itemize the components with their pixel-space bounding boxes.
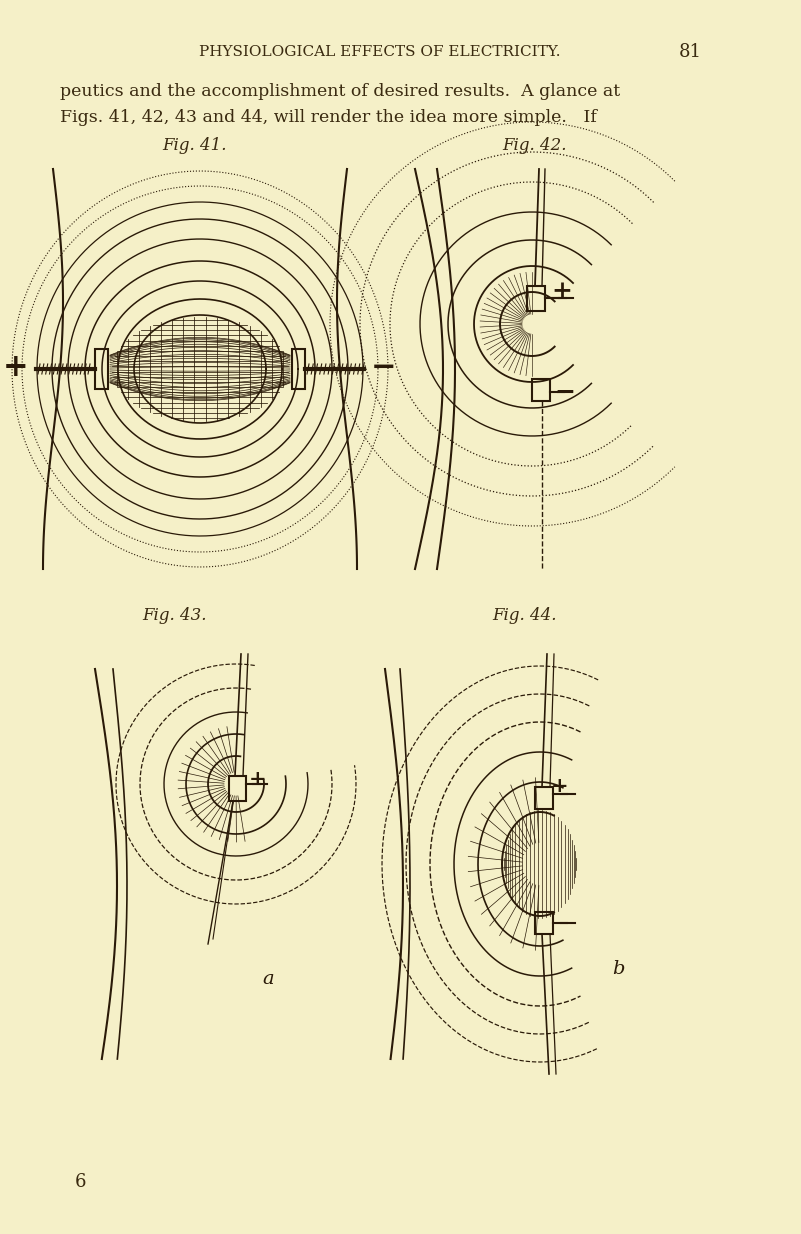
Bar [292, 349, 305, 389]
Bar [535, 912, 553, 934]
Bar [535, 787, 553, 810]
Text: peutics and the accomplishment of desired results.  A glance at: peutics and the accomplishment of desire… [60, 84, 620, 100]
Text: PHYSIOLOGICAL EFFECTS OF ELECTRICITY.: PHYSIOLOGICAL EFFECTS OF ELECTRICITY. [199, 44, 561, 59]
Bar [229, 776, 246, 801]
Text: +: + [551, 776, 569, 796]
Text: +: + [3, 352, 29, 383]
Text: 81: 81 [678, 43, 702, 60]
Text: +: + [552, 279, 573, 304]
Text: 6: 6 [74, 1174, 86, 1191]
Text: Fig. 44.: Fig. 44. [493, 607, 557, 624]
Text: +: + [249, 769, 267, 789]
Text: Fig. 43.: Fig. 43. [143, 607, 207, 624]
Text: −: − [371, 352, 396, 383]
Bar [532, 379, 550, 401]
Text: b: b [612, 960, 624, 979]
Bar [95, 349, 108, 389]
Bar [527, 286, 545, 311]
Text: Figs. 41, 42, 43 and 44, will render the idea more simple.   If: Figs. 41, 42, 43 and 44, will render the… [60, 109, 597, 126]
Text: −: − [554, 379, 575, 404]
Text: Fig. 41.: Fig. 41. [163, 137, 227, 154]
Text: a: a [262, 970, 274, 988]
Text: Fig. 42.: Fig. 42. [503, 137, 567, 154]
